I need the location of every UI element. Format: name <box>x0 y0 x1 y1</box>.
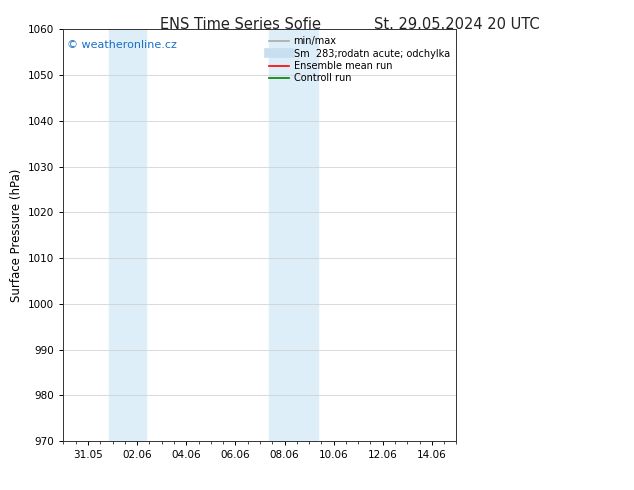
Bar <box>109 29 146 441</box>
Text: St. 29.05.2024 20 UTC: St. 29.05.2024 20 UTC <box>373 17 540 32</box>
Text: © weatheronline.cz: © weatheronline.cz <box>67 40 178 49</box>
Legend: min/max, Sm  283;rodatn acute; odchylka, Ensemble mean run, Controll run: min/max, Sm 283;rodatn acute; odchylka, … <box>268 34 451 85</box>
Text: ENS Time Series Sofie: ENS Time Series Sofie <box>160 17 321 32</box>
Bar <box>269 29 318 441</box>
Y-axis label: Surface Pressure (hPa): Surface Pressure (hPa) <box>10 169 23 302</box>
